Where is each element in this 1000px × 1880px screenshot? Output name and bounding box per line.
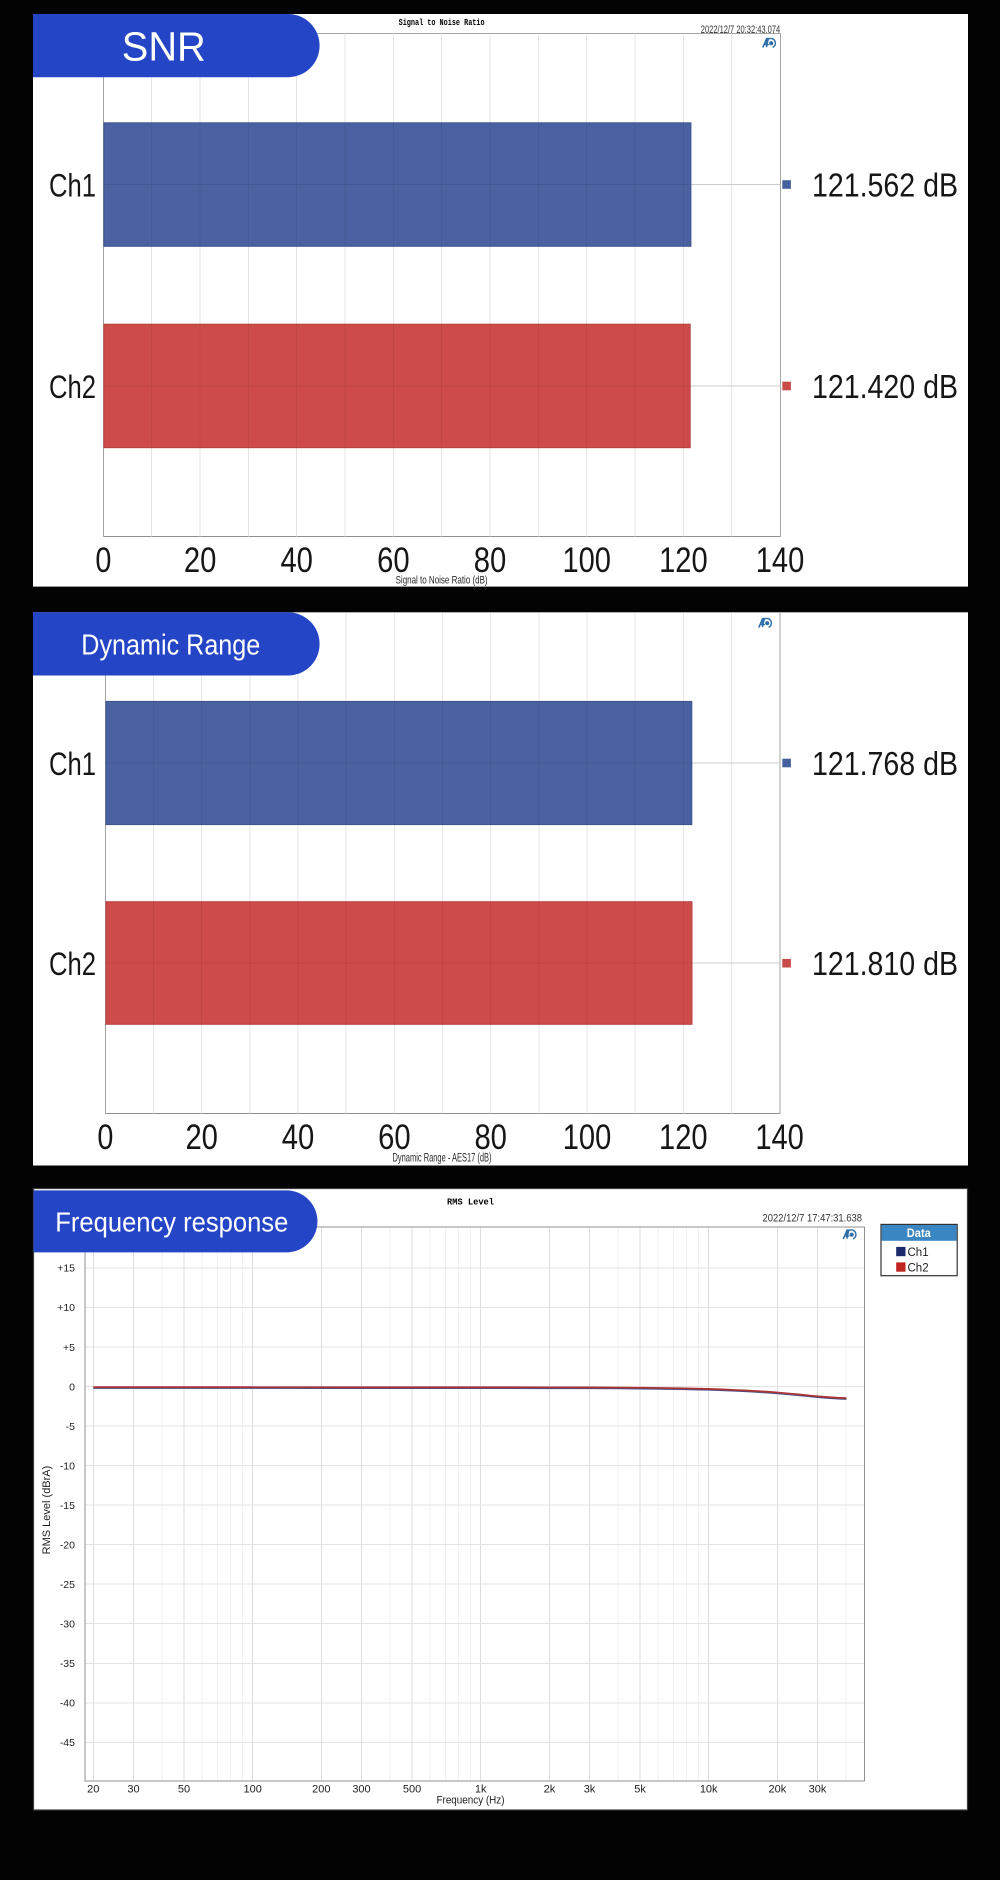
svg-text:5k: 5k (634, 1784, 646, 1796)
svg-text:30: 30 (127, 1784, 139, 1796)
svg-text:SNR: SNR (122, 23, 206, 69)
svg-text:500: 500 (403, 1784, 421, 1796)
svg-text:Frequency response: Frequency response (55, 1206, 288, 1237)
svg-text:-25: -25 (60, 1579, 75, 1591)
svg-text:140: 140 (755, 1117, 804, 1157)
svg-text:RMS Level: RMS Level (447, 1197, 494, 1208)
svg-text:-20: -20 (60, 1540, 75, 1552)
svg-text:Ch2: Ch2 (908, 1262, 929, 1274)
svg-text:1k: 1k (475, 1784, 487, 1796)
svg-text:0: 0 (69, 1381, 75, 1393)
svg-text:140: 140 (756, 540, 805, 580)
svg-text:Dynamic Range: Dynamic Range (81, 629, 260, 661)
svg-text:Data: Data (907, 1226, 931, 1240)
svg-text:Frequency (Hz): Frequency (Hz) (437, 1795, 505, 1807)
svg-text:Signal to Noise Ratio: Signal to Noise Ratio (399, 17, 485, 28)
svg-text:80: 80 (474, 540, 507, 580)
svg-text:-15: -15 (60, 1500, 75, 1512)
svg-text:100: 100 (244, 1784, 262, 1796)
svg-text:2022/12/7 20:32:43.074: 2022/12/7 20:32:43.074 (701, 24, 780, 36)
svg-text:Dynamic Range - AES17 (dB): Dynamic Range - AES17 (dB) (393, 1151, 492, 1165)
svg-text:Signal to Noise Ratio (dB): Signal to Noise Ratio (dB) (396, 575, 488, 587)
svg-text:200: 200 (312, 1784, 330, 1796)
svg-text:40: 40 (280, 540, 313, 580)
svg-text:-40: -40 (60, 1698, 75, 1710)
svg-text:120: 120 (659, 540, 708, 580)
svg-text:100: 100 (563, 1117, 612, 1157)
svg-text:100: 100 (562, 540, 611, 580)
svg-text:-35: -35 (60, 1658, 75, 1670)
svg-text:0: 0 (97, 1117, 113, 1157)
svg-text:Ch2: Ch2 (49, 946, 96, 982)
svg-text:Ch1: Ch1 (908, 1247, 929, 1259)
svg-text:121.768 dB: 121.768 dB (812, 745, 958, 782)
svg-text:-10: -10 (60, 1460, 75, 1472)
svg-text:10k: 10k (700, 1784, 718, 1796)
svg-text:121.420 dB: 121.420 dB (812, 368, 958, 405)
svg-text:Ch1: Ch1 (49, 746, 96, 782)
svg-text:40: 40 (282, 1117, 315, 1157)
svg-text:80: 80 (474, 1117, 507, 1157)
svg-text:50: 50 (178, 1784, 190, 1796)
svg-text:20: 20 (185, 1117, 218, 1157)
svg-text:-30: -30 (60, 1619, 75, 1631)
svg-text:60: 60 (377, 540, 410, 580)
svg-text:2022/12/7 17:47:31.638: 2022/12/7 17:47:31.638 (763, 1213, 863, 1225)
svg-text:120: 120 (659, 1117, 708, 1157)
svg-text:Ch2: Ch2 (49, 369, 96, 405)
svg-text:121.562 dB: 121.562 dB (812, 167, 958, 204)
svg-text:Ch1: Ch1 (49, 167, 96, 203)
svg-text:+15: +15 (57, 1263, 75, 1275)
svg-text:-5: -5 (66, 1421, 75, 1433)
svg-text:0: 0 (95, 540, 111, 580)
svg-text:60: 60 (378, 1117, 411, 1157)
svg-text:20: 20 (184, 540, 217, 580)
svg-text:RMS Level (dBrA): RMS Level (dBrA) (41, 1466, 53, 1555)
svg-text:20: 20 (87, 1784, 99, 1796)
svg-text:121.810 dB: 121.810 dB (812, 945, 958, 982)
svg-text:300: 300 (352, 1784, 370, 1796)
svg-text:20k: 20k (769, 1784, 787, 1796)
svg-text:2k: 2k (544, 1784, 556, 1796)
svg-text:+10: +10 (57, 1302, 75, 1314)
svg-text:-45: -45 (60, 1737, 75, 1749)
svg-text:+5: +5 (63, 1342, 75, 1354)
svg-text:30k: 30k (809, 1784, 827, 1796)
svg-text:3k: 3k (584, 1784, 596, 1796)
